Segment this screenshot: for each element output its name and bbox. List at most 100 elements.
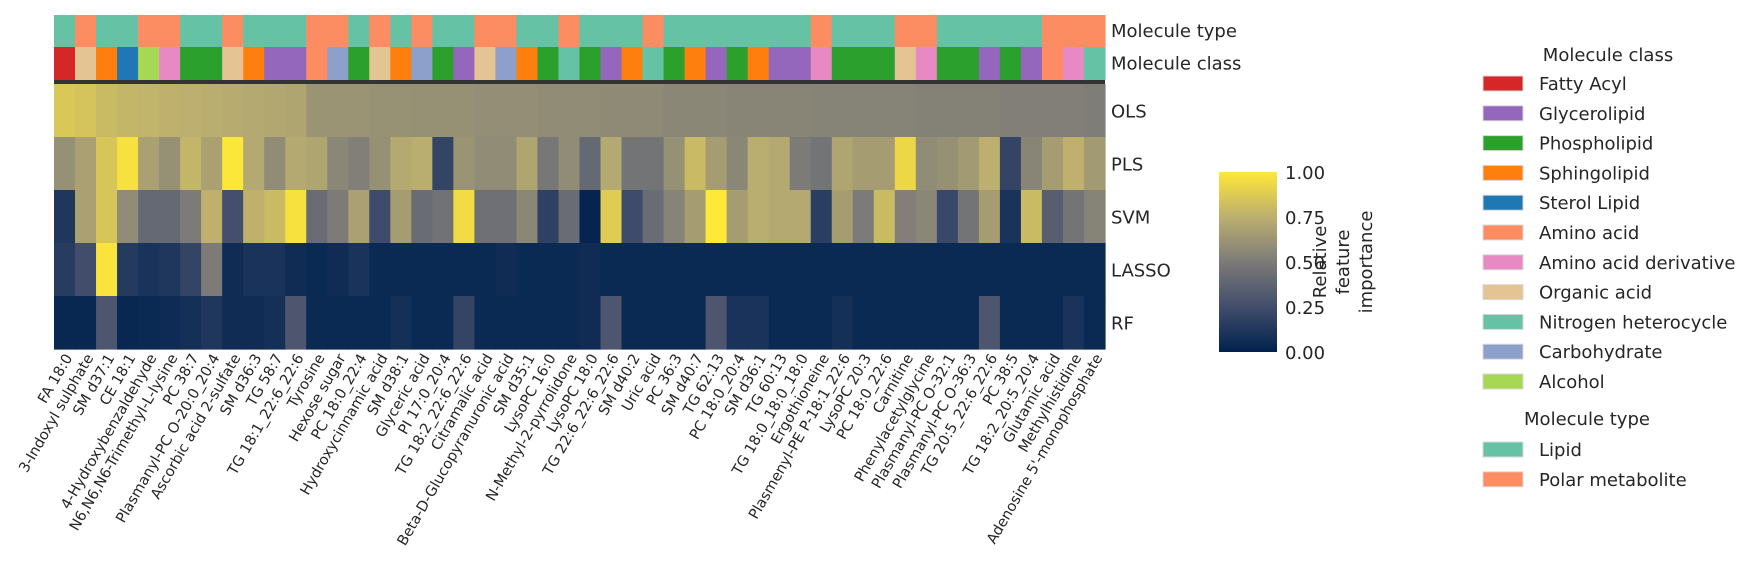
heatmap-cell bbox=[495, 296, 518, 350]
heatmap-cell bbox=[831, 84, 854, 138]
colorbar-tick: 0.50 bbox=[1285, 253, 1325, 274]
heatmap-cell bbox=[474, 243, 497, 297]
heatmap-cell bbox=[831, 296, 854, 350]
heatmap-cell bbox=[936, 137, 959, 191]
heatmap-cell bbox=[579, 243, 602, 297]
heatmap-cell bbox=[789, 243, 812, 297]
class-cell bbox=[873, 47, 896, 80]
heatmap-cell bbox=[432, 296, 454, 350]
heatmap-cell bbox=[306, 243, 328, 297]
type-cell bbox=[453, 15, 475, 47]
heatmap-cell bbox=[747, 137, 770, 191]
type-cell bbox=[768, 15, 791, 47]
heatmap-cell bbox=[1062, 243, 1085, 297]
legend-swatch bbox=[1482, 373, 1524, 390]
legend-item-label: Sphingolipid bbox=[1539, 163, 1650, 184]
class-cell bbox=[810, 47, 833, 80]
heatmap-cell bbox=[663, 137, 686, 191]
heatmap-cell bbox=[642, 84, 665, 138]
class-cell bbox=[999, 47, 1022, 80]
legend-title: Molecule class bbox=[1543, 45, 1673, 66]
heatmap-cell bbox=[537, 243, 560, 297]
type-cell bbox=[117, 15, 139, 47]
heatmap-cell bbox=[684, 190, 707, 244]
heatmap-cell bbox=[516, 190, 539, 244]
heatmap-cell bbox=[516, 137, 539, 191]
heatmap-cell bbox=[537, 190, 560, 244]
type-cell bbox=[243, 15, 265, 47]
type-cell bbox=[600, 15, 623, 47]
heatmap-cell bbox=[201, 296, 223, 350]
heatmap-cell bbox=[453, 243, 475, 297]
heatmap-cell bbox=[222, 84, 244, 138]
type-cell bbox=[495, 15, 518, 47]
class-cell bbox=[180, 47, 202, 80]
heatmap-cell bbox=[915, 190, 938, 244]
heatmap-cell bbox=[810, 190, 833, 244]
heatmap-cell bbox=[663, 296, 686, 350]
class-cell bbox=[222, 47, 244, 80]
class-cell bbox=[243, 47, 265, 80]
class-cell bbox=[117, 47, 139, 80]
heatmap-cell bbox=[537, 137, 560, 191]
legend-swatch bbox=[1482, 224, 1524, 241]
type-cell bbox=[915, 15, 938, 47]
type-cell bbox=[684, 15, 707, 47]
type-cell bbox=[432, 15, 454, 47]
heatmap-cell bbox=[117, 137, 139, 191]
heatmap-cell bbox=[684, 296, 707, 350]
class-cell bbox=[1020, 47, 1043, 80]
heatmap-cell bbox=[54, 137, 76, 191]
class-cell bbox=[75, 47, 97, 80]
heatmap-cell bbox=[432, 84, 454, 138]
heatmap-cell bbox=[936, 84, 959, 138]
heatmap-cell bbox=[327, 296, 349, 350]
heatmap-cell bbox=[138, 243, 160, 297]
class-cell bbox=[642, 47, 665, 80]
legend-swatch bbox=[1482, 254, 1524, 271]
heatmap-cell bbox=[558, 296, 581, 350]
heatmap-cell bbox=[978, 137, 1001, 191]
heatmap-cell bbox=[705, 190, 728, 244]
heatmap-cell bbox=[642, 296, 665, 350]
class-cell bbox=[348, 47, 370, 80]
heatmap-cell bbox=[285, 243, 307, 297]
class-cell bbox=[327, 47, 349, 80]
heatmap-cell bbox=[327, 243, 349, 297]
legend-swatch bbox=[1482, 284, 1524, 301]
heatmap-cell bbox=[579, 137, 602, 191]
colorbar-label-line: Relative bbox=[1310, 226, 1331, 299]
legend-item-label: Glycerolipid bbox=[1539, 104, 1645, 125]
heatmap-cell bbox=[999, 137, 1022, 191]
heatmap-cell bbox=[453, 84, 475, 138]
colorbar-label-line: importance bbox=[1356, 211, 1377, 314]
heatmap-cell bbox=[978, 84, 1001, 138]
type-cell bbox=[936, 15, 959, 47]
heatmap-cell bbox=[201, 137, 223, 191]
type-cell bbox=[558, 15, 581, 47]
legend-swatch bbox=[1482, 441, 1524, 458]
heatmap-cell bbox=[768, 137, 791, 191]
heatmap-cell bbox=[243, 190, 265, 244]
heatmap-cell bbox=[726, 296, 749, 350]
heatmap-cell bbox=[180, 296, 202, 350]
heatmap-cell bbox=[1083, 243, 1106, 297]
class-cell bbox=[495, 47, 518, 80]
type-cell bbox=[222, 15, 244, 47]
heatmap-cell bbox=[873, 296, 896, 350]
type-cell bbox=[327, 15, 349, 47]
heatmap-cell bbox=[810, 84, 833, 138]
legend-item-label: Organic acid bbox=[1539, 283, 1652, 304]
heatmap-cell bbox=[75, 84, 97, 138]
heatmap-cell bbox=[75, 137, 97, 191]
heatmap-cell bbox=[474, 84, 497, 138]
heatmap-cell bbox=[1041, 190, 1064, 244]
heatmap-cell bbox=[768, 190, 791, 244]
class-cell bbox=[411, 47, 433, 80]
type-cell bbox=[411, 15, 433, 47]
heatmap-cell bbox=[852, 190, 875, 244]
legend-item-label: Nitrogen heterocycle bbox=[1539, 312, 1727, 333]
heatmap-cell bbox=[915, 137, 938, 191]
heatmap-cell bbox=[138, 296, 160, 350]
